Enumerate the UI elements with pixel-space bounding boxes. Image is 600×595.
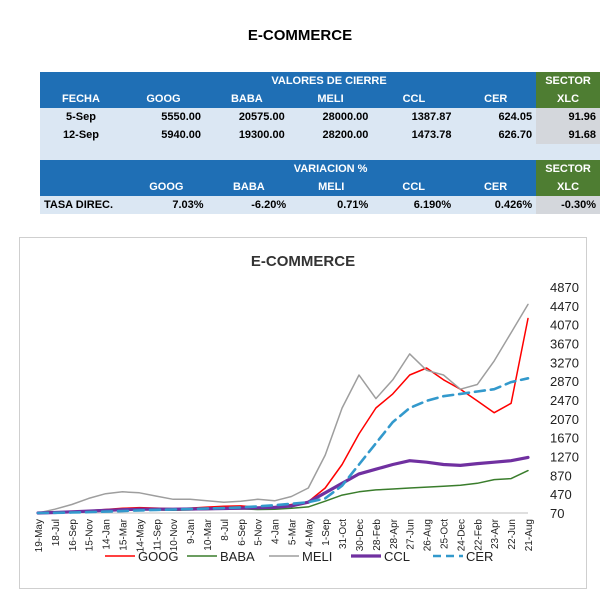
cell-value: 1387.87 bbox=[372, 108, 456, 126]
cell-value: 28000.00 bbox=[288, 108, 373, 126]
table-row: 12-Sep 5940.00 19300.00 28200.00 1473.78… bbox=[40, 126, 600, 144]
cell-value: 7.03% bbox=[125, 196, 208, 214]
x-tick-label: 10-Mar bbox=[203, 518, 214, 550]
y-tick-label: 1670 bbox=[550, 431, 579, 446]
x-tick-label: 30-Dec bbox=[355, 519, 366, 551]
sector-xlc-label: XLC bbox=[536, 178, 600, 196]
x-tick-label: 11-Sep bbox=[152, 519, 163, 551]
cell-xlc: -0.30% bbox=[536, 196, 600, 214]
y-tick-label: 4470 bbox=[550, 299, 579, 314]
col-meli: MELI bbox=[288, 90, 373, 108]
x-tick-label: 28-Feb bbox=[372, 519, 383, 551]
closing-values-table: VALORES DE CIERRE SECTOR FECHA GOOG BABA… bbox=[40, 72, 600, 160]
legend-label-ccl: CCL bbox=[384, 549, 410, 564]
col-meli: MELI bbox=[290, 178, 373, 196]
cell-value: 6.190% bbox=[372, 196, 456, 214]
legend-label-cer: CER bbox=[466, 549, 493, 564]
cell-xlc: 91.96 bbox=[536, 108, 600, 126]
sector-label: SECTOR bbox=[536, 160, 600, 178]
x-tick-label: 14-Jan bbox=[102, 519, 113, 550]
col-baba: BABA bbox=[207, 178, 291, 196]
y-tick-label: 1270 bbox=[550, 450, 579, 465]
x-tick-label: 22-Jun bbox=[507, 519, 518, 550]
series-line-cer bbox=[36, 377, 530, 515]
chart-title: E-COMMERCE bbox=[251, 253, 355, 270]
series-line-meli bbox=[37, 303, 529, 514]
cell-value: 624.05 bbox=[455, 108, 537, 126]
table-row: TASA DIREC. 7.03% -6.20% 0.71% 6.190% 0.… bbox=[40, 196, 600, 214]
line-chart: E-COMMERCE 70 470 870 1270 1670 2070 2470 2870 32… bbox=[34, 253, 579, 564]
y-tick-label: 4870 bbox=[550, 280, 579, 295]
x-tick-label: 4-Jan bbox=[271, 519, 282, 544]
x-tick-label: 24-Dec bbox=[456, 519, 467, 551]
x-tick-label: 23-Apr bbox=[490, 518, 501, 549]
x-tick-label: 16-Sep bbox=[68, 519, 79, 552]
legend-label-goog: GOOG bbox=[138, 549, 178, 564]
row-label: TASA DIREC. bbox=[40, 196, 126, 214]
y-tick-label: 70 bbox=[550, 506, 564, 521]
x-tick-label: 15-Mar bbox=[118, 518, 129, 550]
x-tick-label: 28-Apr bbox=[389, 518, 400, 549]
col-baba: BABA bbox=[205, 90, 289, 108]
y-tick-label: 870 bbox=[550, 468, 572, 483]
x-tick-label: 27-Jun bbox=[406, 519, 417, 550]
x-tick-label: 6-Sep bbox=[237, 519, 248, 546]
cell-value: 1473.78 bbox=[372, 126, 456, 144]
cell-value: -6.20% bbox=[207, 196, 291, 214]
series-line-goog bbox=[37, 317, 529, 514]
row-date: 12-Sep bbox=[40, 126, 122, 144]
col-cer: CER bbox=[455, 90, 537, 108]
cell-value: 28200.00 bbox=[288, 126, 373, 144]
variation-header: VARIACION % bbox=[125, 160, 537, 178]
cell-value: 626.70 bbox=[455, 126, 537, 144]
x-tick-label: 19-May bbox=[34, 519, 45, 552]
x-tick-label: 25-Oct bbox=[440, 519, 451, 549]
y-tick-label: 4070 bbox=[550, 318, 579, 333]
x-tick-label: 22-Feb bbox=[473, 519, 484, 551]
col-ccl: CCL bbox=[372, 90, 456, 108]
closing-values-header: VALORES DE CIERRE bbox=[121, 72, 537, 90]
cell-value: 20575.00 bbox=[205, 108, 289, 126]
page-title: E-COMMERCE bbox=[247, 27, 353, 44]
x-tick-label: 8-Jul bbox=[220, 519, 231, 541]
variation-table: VARIACION % SECTOR GOOG BABA MELI CCL CE… bbox=[40, 160, 600, 214]
cell-value: 0.426% bbox=[455, 196, 537, 214]
y-tick-label: 2470 bbox=[550, 393, 579, 408]
x-tick-label: 26-Aug bbox=[423, 519, 434, 551]
y-tick-label: 3270 bbox=[550, 355, 579, 370]
y-tick-label: 3670 bbox=[550, 337, 579, 352]
legend-label-baba: BABA bbox=[220, 549, 255, 564]
table-row: 5-Sep 5550.00 20575.00 28000.00 1387.87 … bbox=[40, 108, 600, 126]
x-tick-label: 21-Aug bbox=[524, 519, 535, 551]
x-tick-label: 5-Mar bbox=[287, 518, 298, 545]
x-tick-label: 14-May bbox=[135, 519, 146, 552]
row-date: 5-Sep bbox=[40, 108, 122, 126]
col-goog: GOOG bbox=[121, 90, 206, 108]
x-tick-label: 1-Sep bbox=[321, 519, 332, 546]
y-tick-label: 2870 bbox=[550, 374, 579, 389]
col-cer: CER bbox=[455, 178, 537, 196]
legend-label-meli: MELI bbox=[302, 549, 332, 564]
col-ccl: CCL bbox=[372, 178, 456, 196]
cell-value: 19300.00 bbox=[205, 126, 289, 144]
cell-value: 5940.00 bbox=[121, 126, 206, 144]
cell-value: 5550.00 bbox=[121, 108, 206, 126]
chart-container: E-COMMERCE 70 470 870 1270 1670 2070 2470 2870 32… bbox=[19, 237, 587, 589]
col-fecha: FECHA bbox=[40, 90, 122, 108]
x-tick-label: 9-Jan bbox=[186, 519, 197, 544]
x-tick-label: 18-Jul bbox=[51, 519, 62, 546]
sector-xlc-label: XLC bbox=[536, 90, 600, 108]
x-tick-label: 10-Nov bbox=[169, 519, 180, 551]
sector-label: SECTOR bbox=[536, 72, 600, 90]
x-tick-label: 31-Oct bbox=[338, 519, 349, 549]
series-line-ccl bbox=[36, 455, 530, 515]
y-tick-label: 2070 bbox=[550, 412, 579, 427]
x-tick-label: 4-May bbox=[304, 519, 315, 547]
col-goog: GOOG bbox=[125, 178, 208, 196]
cell-value: 0.71% bbox=[290, 196, 373, 214]
y-tick-label: 470 bbox=[550, 487, 572, 502]
x-tick-label: 15-Nov bbox=[85, 519, 96, 551]
cell-xlc: 91.68 bbox=[536, 126, 600, 144]
x-tick-label: 5-Nov bbox=[254, 519, 265, 546]
